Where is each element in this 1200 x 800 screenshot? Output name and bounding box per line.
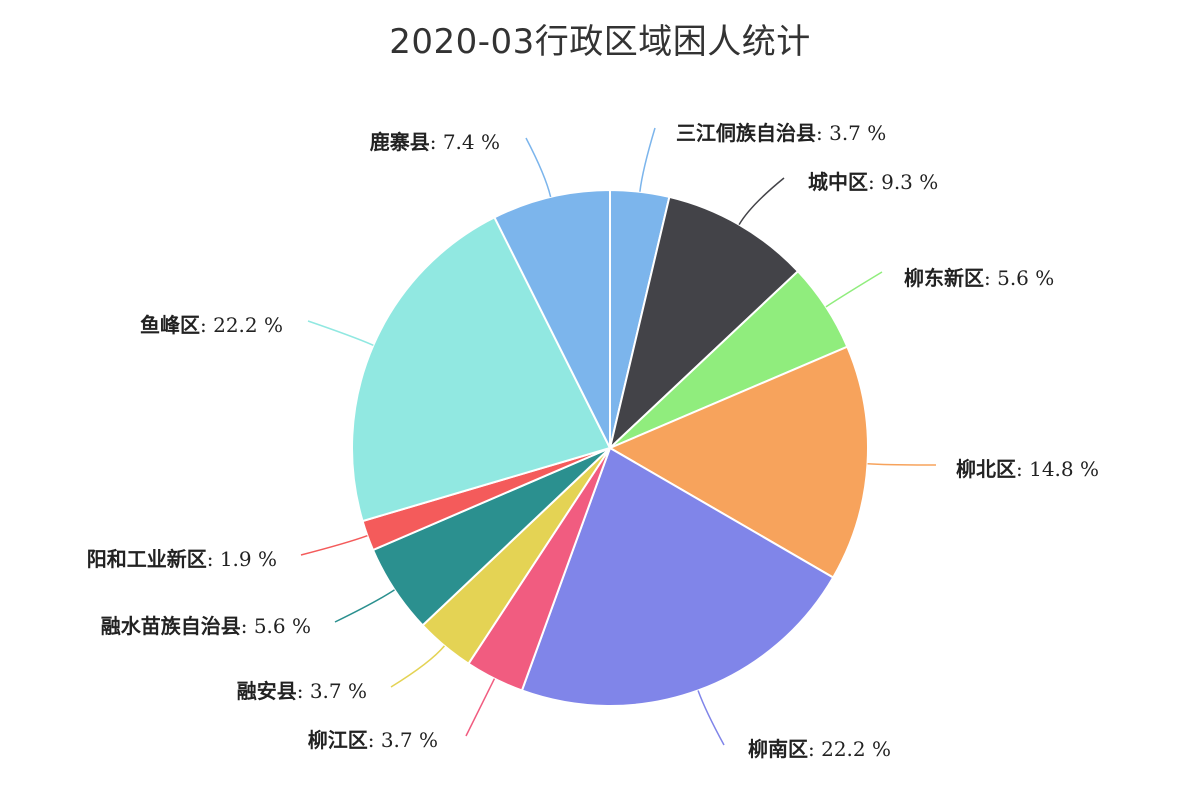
slice-label-value: : 9.3 % — [868, 170, 938, 194]
label-connector-line — [300, 534, 368, 556]
slice-label-value: : 5.6 % — [984, 266, 1054, 290]
pie-slices — [351, 188, 869, 707]
label-connector-line — [465, 678, 496, 737]
pie-slice — [493, 188, 611, 449]
pie-slice — [520, 446, 835, 707]
label-connector-line — [334, 589, 395, 623]
slice-label-name: 城中区 — [808, 170, 868, 194]
chart-title: 2020-03行政区域困人统计 — [389, 22, 811, 62]
slice-label-name: 鱼峰区 — [140, 313, 200, 337]
slice-label-value: : 14.8 % — [1016, 457, 1099, 481]
slice-label: 柳江区: 3.7 % — [308, 728, 438, 752]
slice-label-name: 阳和工业新区 — [87, 547, 207, 571]
slice-label: 三江侗族自治县: 3.7 % — [676, 121, 886, 145]
label-connector-line — [525, 137, 552, 198]
slice-label-value: : 3.7 % — [368, 728, 438, 752]
label-connector-line — [639, 127, 656, 192]
label-connector-line — [307, 320, 374, 346]
slice-label: 融安县: 3.7 % — [237, 679, 367, 703]
label-connector-line — [738, 177, 785, 226]
slice-label-name: 融水苗族自治县 — [101, 614, 241, 638]
slice-label: 柳北区: 14.8 % — [956, 457, 1099, 481]
label-connector-line — [867, 463, 937, 466]
slice-label: 柳南区: 22.2 % — [748, 737, 891, 761]
slice-label-value: : 22.2 % — [808, 737, 891, 761]
slice-label-name: 柳东新区 — [904, 266, 984, 290]
slice-label-name: 三江侗族自治县 — [676, 121, 816, 145]
slice-label-name: 柳南区 — [748, 737, 808, 761]
slice-label-value: : 3.7 % — [816, 121, 886, 145]
slice-label: 融水苗族自治县: 5.6 % — [101, 614, 311, 638]
slice-label-name: 融安县 — [237, 679, 297, 703]
pie-slice — [351, 215, 612, 523]
slice-label: 柳东新区: 5.6 % — [904, 266, 1054, 290]
label-connector-line — [825, 271, 883, 308]
slice-label-value: : 7.4 % — [430, 130, 500, 154]
slice-label-value: : 1.9 % — [207, 547, 277, 571]
label-connectors — [300, 127, 937, 746]
label-connector-line — [390, 645, 446, 688]
slice-labels: 三江侗族自治县: 3.7 %城中区: 9.3 %柳东新区: 5.6 %柳北区: … — [87, 121, 1099, 761]
slice-label: 城中区: 9.3 % — [808, 170, 938, 194]
label-connector-line — [697, 690, 725, 746]
slice-label-value: : 3.7 % — [297, 679, 367, 703]
slice-label-value: : 22.2 % — [200, 313, 283, 337]
slice-label: 阳和工业新区: 1.9 % — [87, 547, 277, 571]
slice-label: 鱼峰区: 22.2 % — [140, 313, 283, 337]
slice-label-name: 柳北区 — [956, 457, 1016, 481]
slice-label-value: : 5.6 % — [241, 614, 311, 638]
slice-label-name: 柳江区 — [308, 728, 368, 752]
slice-label-name: 鹿寨县 — [370, 130, 430, 154]
slice-label: 鹿寨县: 7.4 % — [370, 130, 500, 154]
